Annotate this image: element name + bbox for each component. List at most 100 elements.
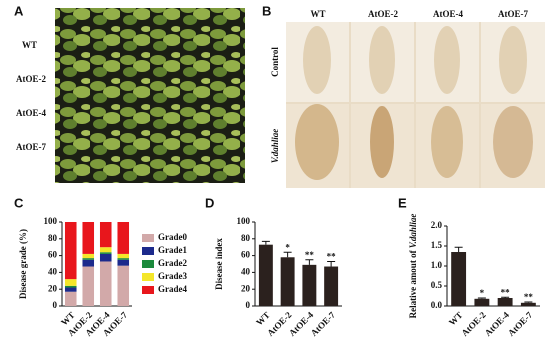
y-tick-label: 2.0	[431, 220, 443, 230]
bar-segment	[82, 258, 95, 260]
x-tick-label: AtOE-7	[309, 309, 338, 338]
bar-segment	[82, 222, 95, 254]
legend-label: Grade4	[158, 284, 187, 294]
column-label: AtOE-7	[498, 9, 528, 19]
legend-swatch	[142, 260, 154, 268]
legend-label: Grade3	[158, 271, 187, 281]
bar-segment	[99, 253, 112, 262]
significance-label: **	[305, 250, 315, 260]
bar-segment	[99, 222, 112, 248]
bar	[497, 298, 513, 306]
error-bar	[261, 240, 270, 245]
bar-segment	[117, 222, 130, 254]
bar-segment	[99, 247, 112, 253]
panel-label: A	[14, 3, 24, 18]
column-label: AtOE-4	[433, 9, 463, 19]
y-tick-label: 80	[48, 233, 58, 243]
significance-label: *	[285, 242, 290, 252]
y-tick-label: 0	[53, 300, 58, 310]
y-axis-title: Disease grade (%)	[18, 229, 28, 299]
legend-label: Grade2	[158, 258, 187, 268]
y-axis-title-italic: V.dahliae	[408, 214, 418, 249]
y-axis-title-text: Relative amout of	[408, 249, 418, 318]
x-tick-label: AtOE-4	[483, 309, 512, 338]
row-label: AtOE-2	[16, 74, 46, 84]
error-bar	[477, 297, 486, 299]
y-tick-label: 1.5	[431, 240, 443, 250]
legend-label: Grade0	[158, 232, 187, 242]
column-label: WT	[310, 9, 325, 19]
bar-segment	[99, 252, 112, 254]
plant-photo	[55, 8, 245, 183]
bar-segment	[82, 266, 95, 306]
bar	[302, 264, 317, 306]
column-label: AtOE-2	[368, 9, 398, 19]
y-tick-label: 40	[241, 266, 251, 276]
error-bar	[524, 301, 533, 303]
bar-segment	[64, 285, 77, 288]
y-tick-label: 0.0	[431, 300, 443, 310]
x-tick-label: WT	[447, 310, 465, 328]
bar	[324, 266, 339, 306]
legend-swatch	[142, 247, 154, 255]
row-label: Control	[270, 47, 280, 77]
x-tick-label: AtOE-2	[459, 309, 488, 338]
y-tick-label: 1.0	[431, 260, 443, 270]
row-label: WT	[22, 40, 37, 50]
y-tick-label: 60	[48, 250, 58, 260]
bar-segment	[117, 253, 130, 259]
y-tick-label: 100	[44, 216, 58, 226]
bar-segment	[64, 279, 77, 286]
y-tick-label: 20	[48, 283, 58, 293]
significance-label: **	[327, 252, 337, 262]
legend-swatch	[142, 234, 154, 242]
bar-segment	[117, 258, 130, 260]
bar-segment	[117, 259, 130, 266]
panel-label: B	[262, 3, 271, 18]
x-tick-label: AtOE-7	[506, 309, 535, 338]
error-bar	[501, 296, 510, 298]
panel-label: C	[14, 195, 24, 210]
error-bar	[283, 251, 292, 258]
y-tick-label: 60	[241, 250, 251, 260]
panel-label: E	[398, 195, 407, 210]
bar-segment	[64, 291, 77, 306]
row-label: AtOE-4	[16, 108, 46, 118]
significance-label: *	[480, 288, 485, 298]
y-axis-title: Disease index	[214, 238, 224, 290]
bar-segment	[82, 253, 95, 259]
row-label: AtOE-7	[16, 142, 46, 152]
bar-segment	[117, 265, 130, 306]
y-tick-label: 40	[48, 266, 58, 276]
y-axis-title-text: Disease index	[214, 238, 224, 290]
bar-segment	[64, 222, 77, 280]
error-bar	[305, 259, 314, 265]
bar-segment	[99, 261, 112, 306]
y-tick-label: 0	[246, 300, 251, 310]
y-tick-label: 100	[237, 216, 251, 226]
bar	[280, 257, 295, 306]
y-tick-label: 20	[241, 283, 251, 293]
significance-label: **	[501, 287, 511, 297]
bar	[474, 298, 490, 306]
panel-label: D	[205, 195, 214, 210]
y-tick-label: 0.5	[431, 280, 443, 290]
x-tick-label: WT	[254, 310, 272, 328]
bar-segment	[64, 287, 77, 292]
significance-label: **	[524, 292, 534, 302]
y-axis-title-text: Disease grade (%)	[18, 229, 28, 299]
bar-segment	[82, 259, 95, 267]
error-bar	[327, 260, 336, 267]
bar	[258, 244, 273, 306]
bar	[451, 252, 467, 306]
legend-label: Grade1	[158, 245, 187, 255]
y-tick-label: 80	[241, 233, 251, 243]
bar	[520, 302, 536, 306]
error-bar	[454, 246, 463, 252]
legend-swatch	[142, 273, 154, 281]
row-label: V.dahliae	[270, 129, 280, 164]
legend-swatch	[142, 286, 154, 294]
y-axis-title: Relative amout of V.dahliae	[408, 214, 418, 319]
leaf-photos	[286, 22, 545, 188]
